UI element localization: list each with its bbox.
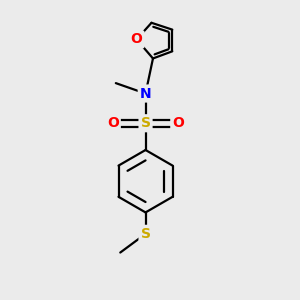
Text: O: O xyxy=(107,116,119,130)
Text: N: N xyxy=(140,86,152,100)
Text: S: S xyxy=(140,116,151,130)
Text: S: S xyxy=(140,227,151,241)
Text: O: O xyxy=(131,32,142,46)
Text: O: O xyxy=(172,116,184,130)
